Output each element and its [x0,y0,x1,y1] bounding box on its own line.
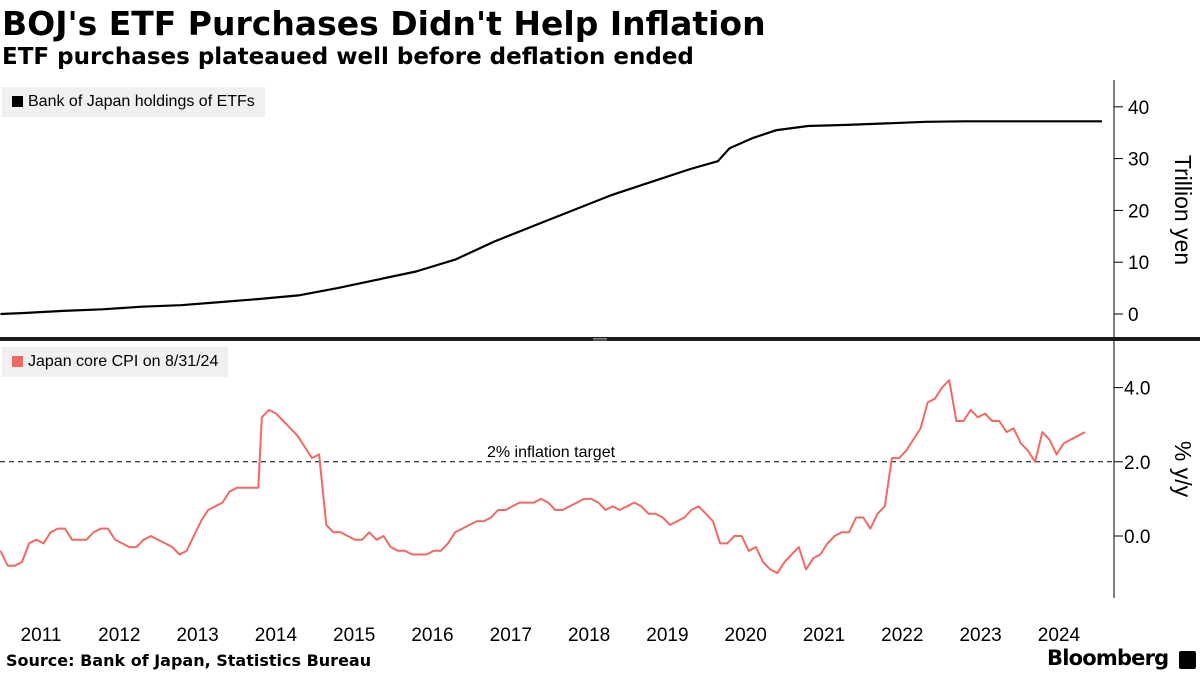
x-tick-label: 2020 [725,625,767,646]
etf-legend-label: Bank of Japan holdings of ETFs [28,93,255,110]
etf-y-axis-title: Trillion yen [1170,155,1196,265]
cpi-y-tick-label: 0.0 [1124,527,1150,548]
x-tick-label: 2016 [411,625,453,646]
inflation-target-label: 2% inflation target [487,444,616,461]
cpi-y-axis-title: % y/y [1170,441,1196,498]
chart-subtitle: ETF purchases plateaued well before defl… [2,44,694,70]
cpi-y-tick-label: 2.0 [1124,453,1150,474]
etf-legend-swatch [12,96,23,107]
x-tick-label: 2011 [21,625,62,646]
chart-title: BOJ's ETF Purchases Didn't Help Inflatio… [2,4,766,43]
cpi-legend-swatch [12,356,23,367]
etf-y-tick-label: 0 [1128,305,1139,326]
source-note: Source: Bank of Japan, Statistics Bureau [6,651,372,670]
bloomberg-logo-icon [1179,651,1196,669]
etf-y-tick-label: 10 [1128,253,1149,274]
x-tick-label: 2024 [1038,625,1081,646]
etf-y-tick-label: 30 [1128,150,1149,171]
cpi-legend: Japan core CPI on 8/31/24 [2,347,229,377]
etf-y-tick-label: 40 [1128,98,1149,119]
x-tick-label: 2023 [959,625,1001,646]
x-tick-label: 2018 [568,625,610,646]
cpi-legend-label: Japan core CPI on 8/31/24 [28,353,219,370]
etf-y-tick-label: 20 [1128,201,1149,222]
x-tick-label: 2014 [255,625,298,646]
x-tick-label: 2019 [646,625,688,646]
x-tick-label: 2015 [333,625,375,646]
x-tick-label: 2022 [881,625,923,646]
cpi-y-tick-label: 4.0 [1124,379,1150,400]
core-cpi-series-line [0,379,1086,575]
etf-legend: Bank of Japan holdings of ETFs [2,87,265,117]
x-tick-label: 2017 [490,625,532,646]
bloomberg-logo: Bloomberg [1047,646,1169,670]
x-tick-label: 2021 [803,625,845,646]
etf-holdings-series-line [0,120,1102,316]
x-tick-label: 2013 [176,625,218,646]
x-tick-label: 2012 [98,625,140,646]
